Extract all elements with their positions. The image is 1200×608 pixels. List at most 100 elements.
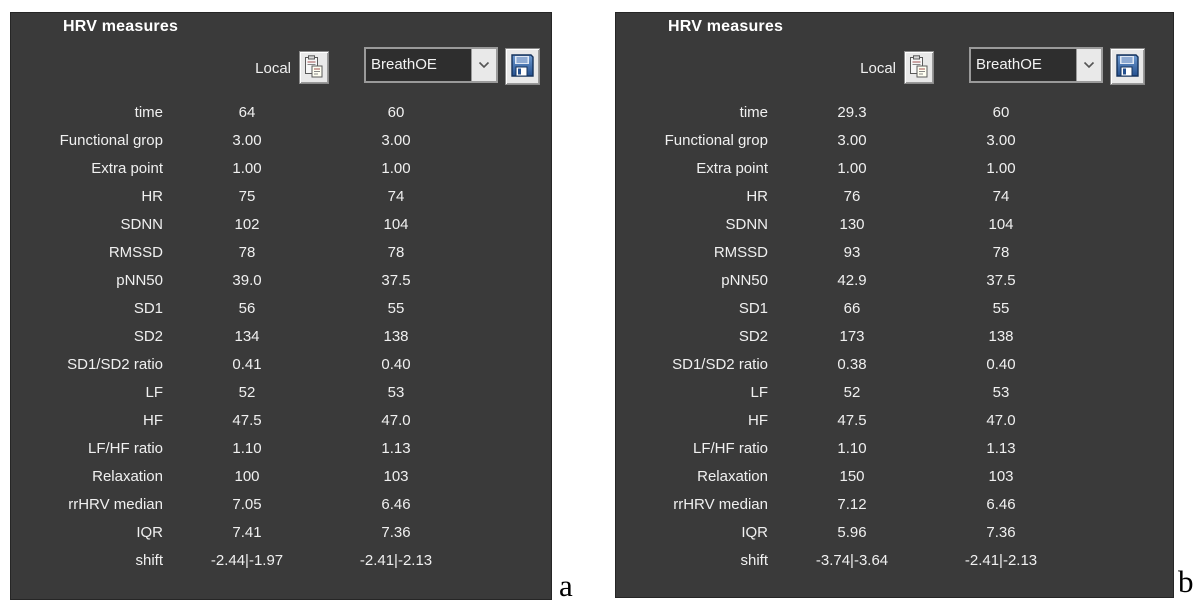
local-value: 150 xyxy=(839,468,865,485)
device-select[interactable]: BreathOE xyxy=(364,47,498,83)
breathoe-value: 78 xyxy=(992,244,1010,261)
local-value: 173 xyxy=(839,328,865,345)
local-value: 93 xyxy=(843,244,861,261)
measure-label: Relaxation xyxy=(697,468,768,485)
measure-label: Functional grop xyxy=(664,132,768,149)
measure-label: Functional grop xyxy=(59,132,163,149)
measure-row: Functional grop 3.00 3.00 xyxy=(616,127,1173,155)
breathoe-value: 53 xyxy=(992,384,1010,401)
measure-label: time xyxy=(739,104,768,121)
measure-label: SD2 xyxy=(738,328,768,345)
measure-row: pNN50 42.9 37.5 xyxy=(616,267,1173,295)
measure-row: SD1/SD2 ratio 0.41 0.40 xyxy=(11,351,551,379)
breathoe-value: -2.41|-2.13 xyxy=(964,552,1038,569)
measure-row: SD2 173 138 xyxy=(616,323,1173,351)
measures-table: time 64 60 Functional grop 3.00 3.00 Extra poi… xyxy=(11,99,551,575)
local-value: 52 xyxy=(238,384,256,401)
measure-label: Extra point xyxy=(696,160,768,177)
breathoe-value: 74 xyxy=(387,188,405,205)
measure-row: LF/HF ratio 1.10 1.13 xyxy=(616,435,1173,463)
copy-to-clipboard-button[interactable] xyxy=(904,51,934,84)
breathoe-value: 138 xyxy=(383,328,409,345)
breathoe-value: 53 xyxy=(387,384,405,401)
measure-label: IQR xyxy=(741,524,768,541)
breathoe-value: 0.40 xyxy=(381,356,411,373)
measure-row: HF 47.5 47.0 xyxy=(11,407,551,435)
subfigure-caption-b: b xyxy=(1178,564,1194,599)
local-value: 66 xyxy=(843,300,861,317)
local-value: 1.10 xyxy=(232,440,262,457)
local-value: 1.00 xyxy=(232,160,262,177)
local-value: 47.5 xyxy=(232,412,262,429)
save-floppy-icon xyxy=(510,53,535,81)
measure-label: pNN50 xyxy=(116,272,163,289)
device-select[interactable]: BreathOE xyxy=(969,47,1103,83)
measure-row: pNN50 39.0 37.5 xyxy=(11,267,551,295)
measure-label: HF xyxy=(748,412,768,429)
local-value: 7.41 xyxy=(232,524,262,541)
breathoe-value: 74 xyxy=(992,188,1010,205)
save-button[interactable] xyxy=(1110,48,1145,85)
breathoe-value: 7.36 xyxy=(986,524,1016,541)
chevron-down-icon[interactable] xyxy=(471,49,496,81)
measure-label: SD1/SD2 ratio xyxy=(67,356,163,373)
save-floppy-icon xyxy=(1115,53,1140,81)
measure-row: SD1/SD2 ratio 0.38 0.40 xyxy=(616,351,1173,379)
measure-label: SD1 xyxy=(738,300,768,317)
local-value: 29.3 xyxy=(837,104,867,121)
breathoe-value: 37.5 xyxy=(986,272,1016,289)
measure-row: Extra point 1.00 1.00 xyxy=(616,155,1173,183)
breathoe-value: 138 xyxy=(988,328,1014,345)
local-value: 100 xyxy=(234,468,260,485)
breathoe-value: 55 xyxy=(387,300,405,317)
measure-label: rrHRV median xyxy=(68,496,163,513)
chevron-down-icon[interactable] xyxy=(1076,49,1101,81)
breathoe-value: 6.46 xyxy=(986,496,1016,513)
local-value: 3.00 xyxy=(837,132,867,149)
local-value: 52 xyxy=(843,384,861,401)
breathoe-value: 78 xyxy=(387,244,405,261)
breathoe-value: 103 xyxy=(988,468,1014,485)
save-button[interactable] xyxy=(505,48,540,85)
measure-label: HR xyxy=(746,188,768,205)
local-value: 0.41 xyxy=(232,356,262,373)
local-value: 130 xyxy=(839,216,865,233)
breathoe-value: 3.00 xyxy=(381,132,411,149)
breathoe-value: 103 xyxy=(383,468,409,485)
local-value: 134 xyxy=(234,328,260,345)
breathoe-value: 7.36 xyxy=(381,524,411,541)
breathoe-value: 1.13 xyxy=(381,440,411,457)
breathoe-value: 37.5 xyxy=(381,272,411,289)
breathoe-value: 55 xyxy=(992,300,1010,317)
breathoe-value: -2.41|-2.13 xyxy=(359,552,433,569)
measure-label: shift xyxy=(135,552,163,569)
measure-row: shift -3.74|-3.64 -2.41|-2.13 xyxy=(616,547,1173,575)
local-value: 3.00 xyxy=(232,132,262,149)
local-value: 56 xyxy=(238,300,256,317)
measure-row: SD2 134 138 xyxy=(11,323,551,351)
measure-row: rrHRV median 7.12 6.46 xyxy=(616,491,1173,519)
measure-row: RMSSD 78 78 xyxy=(11,239,551,267)
local-value: 47.5 xyxy=(837,412,867,429)
local-value: 102 xyxy=(234,216,260,233)
measure-row: SD1 56 55 xyxy=(11,295,551,323)
measure-row: Extra point 1.00 1.00 xyxy=(11,155,551,183)
measure-label: SD2 xyxy=(133,328,163,345)
device-select-value: BreathOE xyxy=(371,56,437,73)
local-value: 1.00 xyxy=(837,160,867,177)
measure-label: SDNN xyxy=(120,216,163,233)
measure-row: HF 47.5 47.0 xyxy=(616,407,1173,435)
local-value: 76 xyxy=(843,188,861,205)
breathoe-value: 0.40 xyxy=(986,356,1016,373)
measure-label: rrHRV median xyxy=(673,496,768,513)
breathoe-value: 47.0 xyxy=(986,412,1016,429)
breathoe-value: 1.00 xyxy=(381,160,411,177)
panel-title: HRV measures xyxy=(63,18,179,35)
copy-to-clipboard-button[interactable] xyxy=(299,51,329,84)
local-value: 7.05 xyxy=(232,496,262,513)
local-value: -2.44|-1.97 xyxy=(210,552,284,569)
breathoe-value: 104 xyxy=(383,216,409,233)
measure-row: rrHRV median 7.05 6.46 xyxy=(11,491,551,519)
local-value: -3.74|-3.64 xyxy=(815,552,889,569)
local-value: 75 xyxy=(238,188,256,205)
